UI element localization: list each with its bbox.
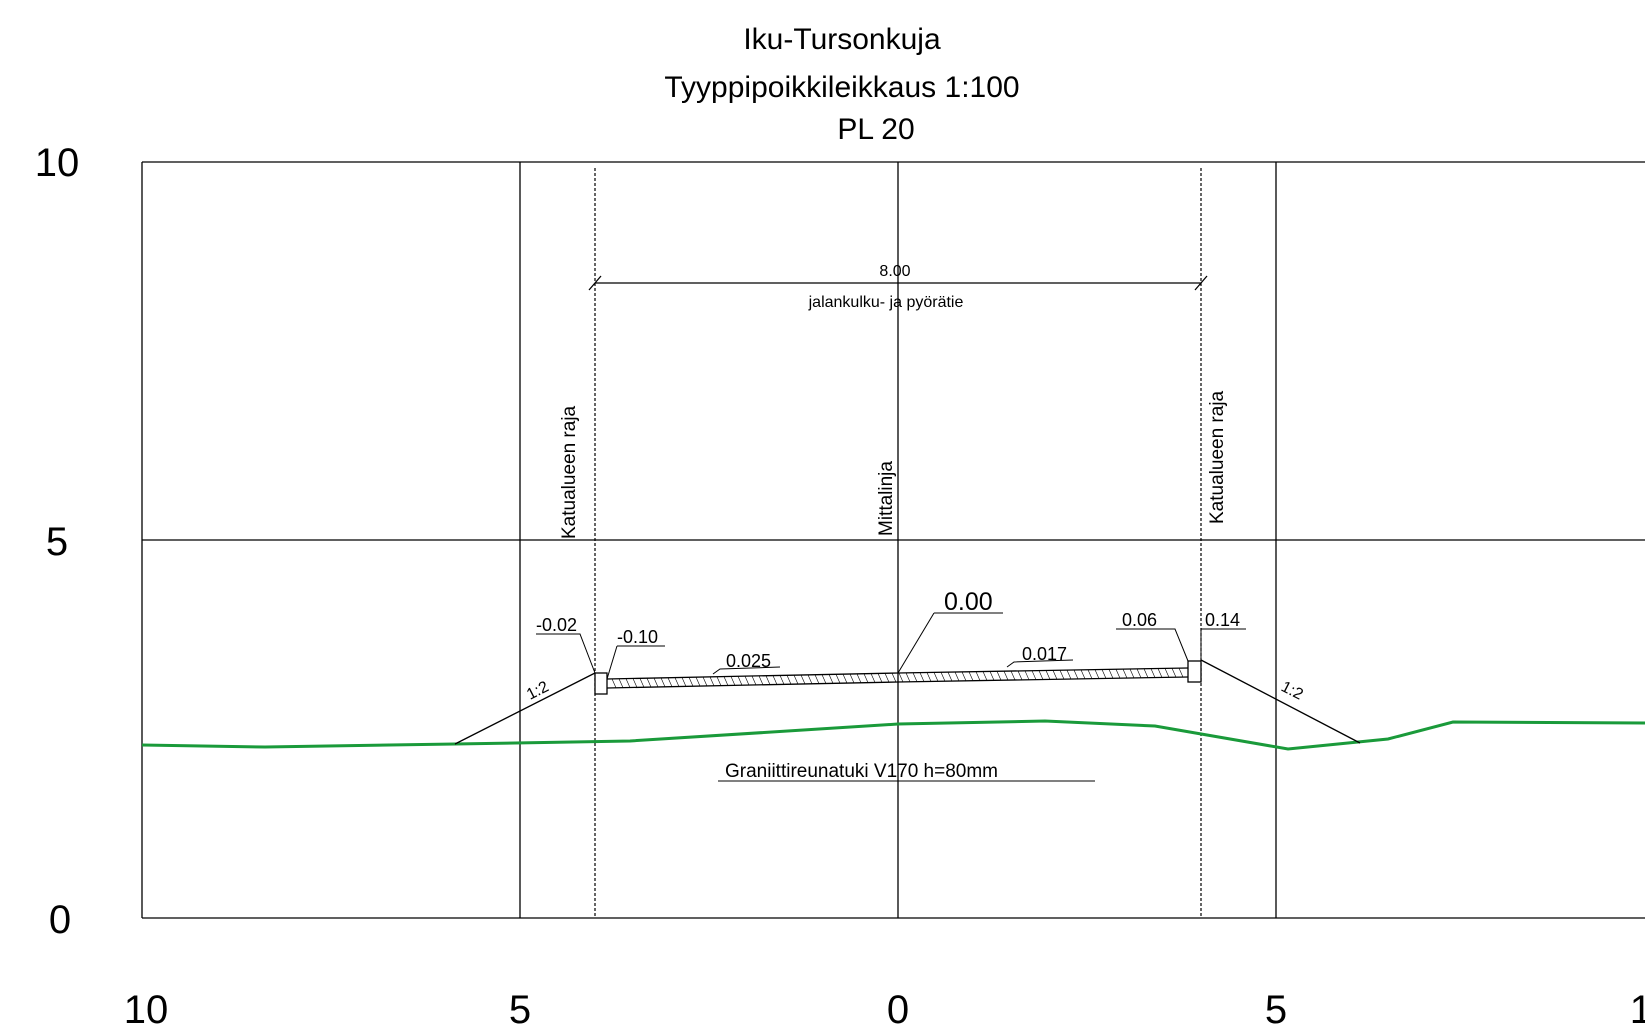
elevation-right-outer: 0.14 bbox=[1205, 610, 1240, 630]
curb-right bbox=[1187, 660, 1202, 683]
elevation-leaders bbox=[536, 612, 1246, 680]
elevation-left-outer: -0.02 bbox=[536, 615, 577, 635]
title-street: Iku-Tursonkuja bbox=[743, 23, 941, 56]
pavement-structure bbox=[606, 667, 1189, 689]
boundary-label-left: Katualueen raja bbox=[559, 405, 580, 539]
embankment-ratio-left: 1:2 bbox=[524, 678, 552, 703]
grid bbox=[141, 161, 1645, 919]
x-tick-right-5: 5 bbox=[1265, 988, 1287, 1032]
embankment-left bbox=[454, 672, 596, 745]
centerline-label: Mittalinja bbox=[876, 461, 897, 536]
x-tick-right-10: 10 bbox=[1630, 988, 1645, 1032]
curb-note: Graniittireunatuki V170 h=80mm bbox=[725, 761, 998, 782]
slope-right: 0.017 bbox=[1022, 644, 1067, 664]
slope-left-leader bbox=[712, 666, 781, 675]
elevation-left-inner: -0.10 bbox=[617, 627, 658, 647]
slope-left: 0.025 bbox=[726, 651, 771, 671]
boundary-label-right: Katualueen raja bbox=[1207, 390, 1228, 524]
title-station: PL 20 bbox=[837, 113, 914, 146]
elevation-center: 0.00 bbox=[944, 588, 993, 616]
y-tick-5: 5 bbox=[46, 520, 68, 564]
existing-ground-line bbox=[141, 719, 1645, 751]
x-tick-0: 0 bbox=[887, 988, 909, 1032]
width-label: jalankulku- ja pyörätie bbox=[808, 294, 964, 311]
slope-right-leader bbox=[1006, 659, 1074, 668]
width-dimension bbox=[588, 275, 1208, 291]
title-section: Tyyppipoikkileikkaus 1:100 bbox=[664, 71, 1019, 104]
embankment-right bbox=[1200, 659, 1361, 744]
elevation-right-inner: 0.06 bbox=[1122, 610, 1157, 630]
y-tick-10: 10 bbox=[35, 141, 80, 185]
curb-left bbox=[594, 672, 608, 695]
x-tick-left-10: 10 bbox=[124, 988, 169, 1032]
x-tick-left-5: 5 bbox=[509, 988, 531, 1032]
width-value: 8.00 bbox=[879, 263, 910, 280]
embankment-ratio-right: 1:2 bbox=[1278, 678, 1306, 703]
y-tick-0: 0 bbox=[49, 898, 71, 942]
